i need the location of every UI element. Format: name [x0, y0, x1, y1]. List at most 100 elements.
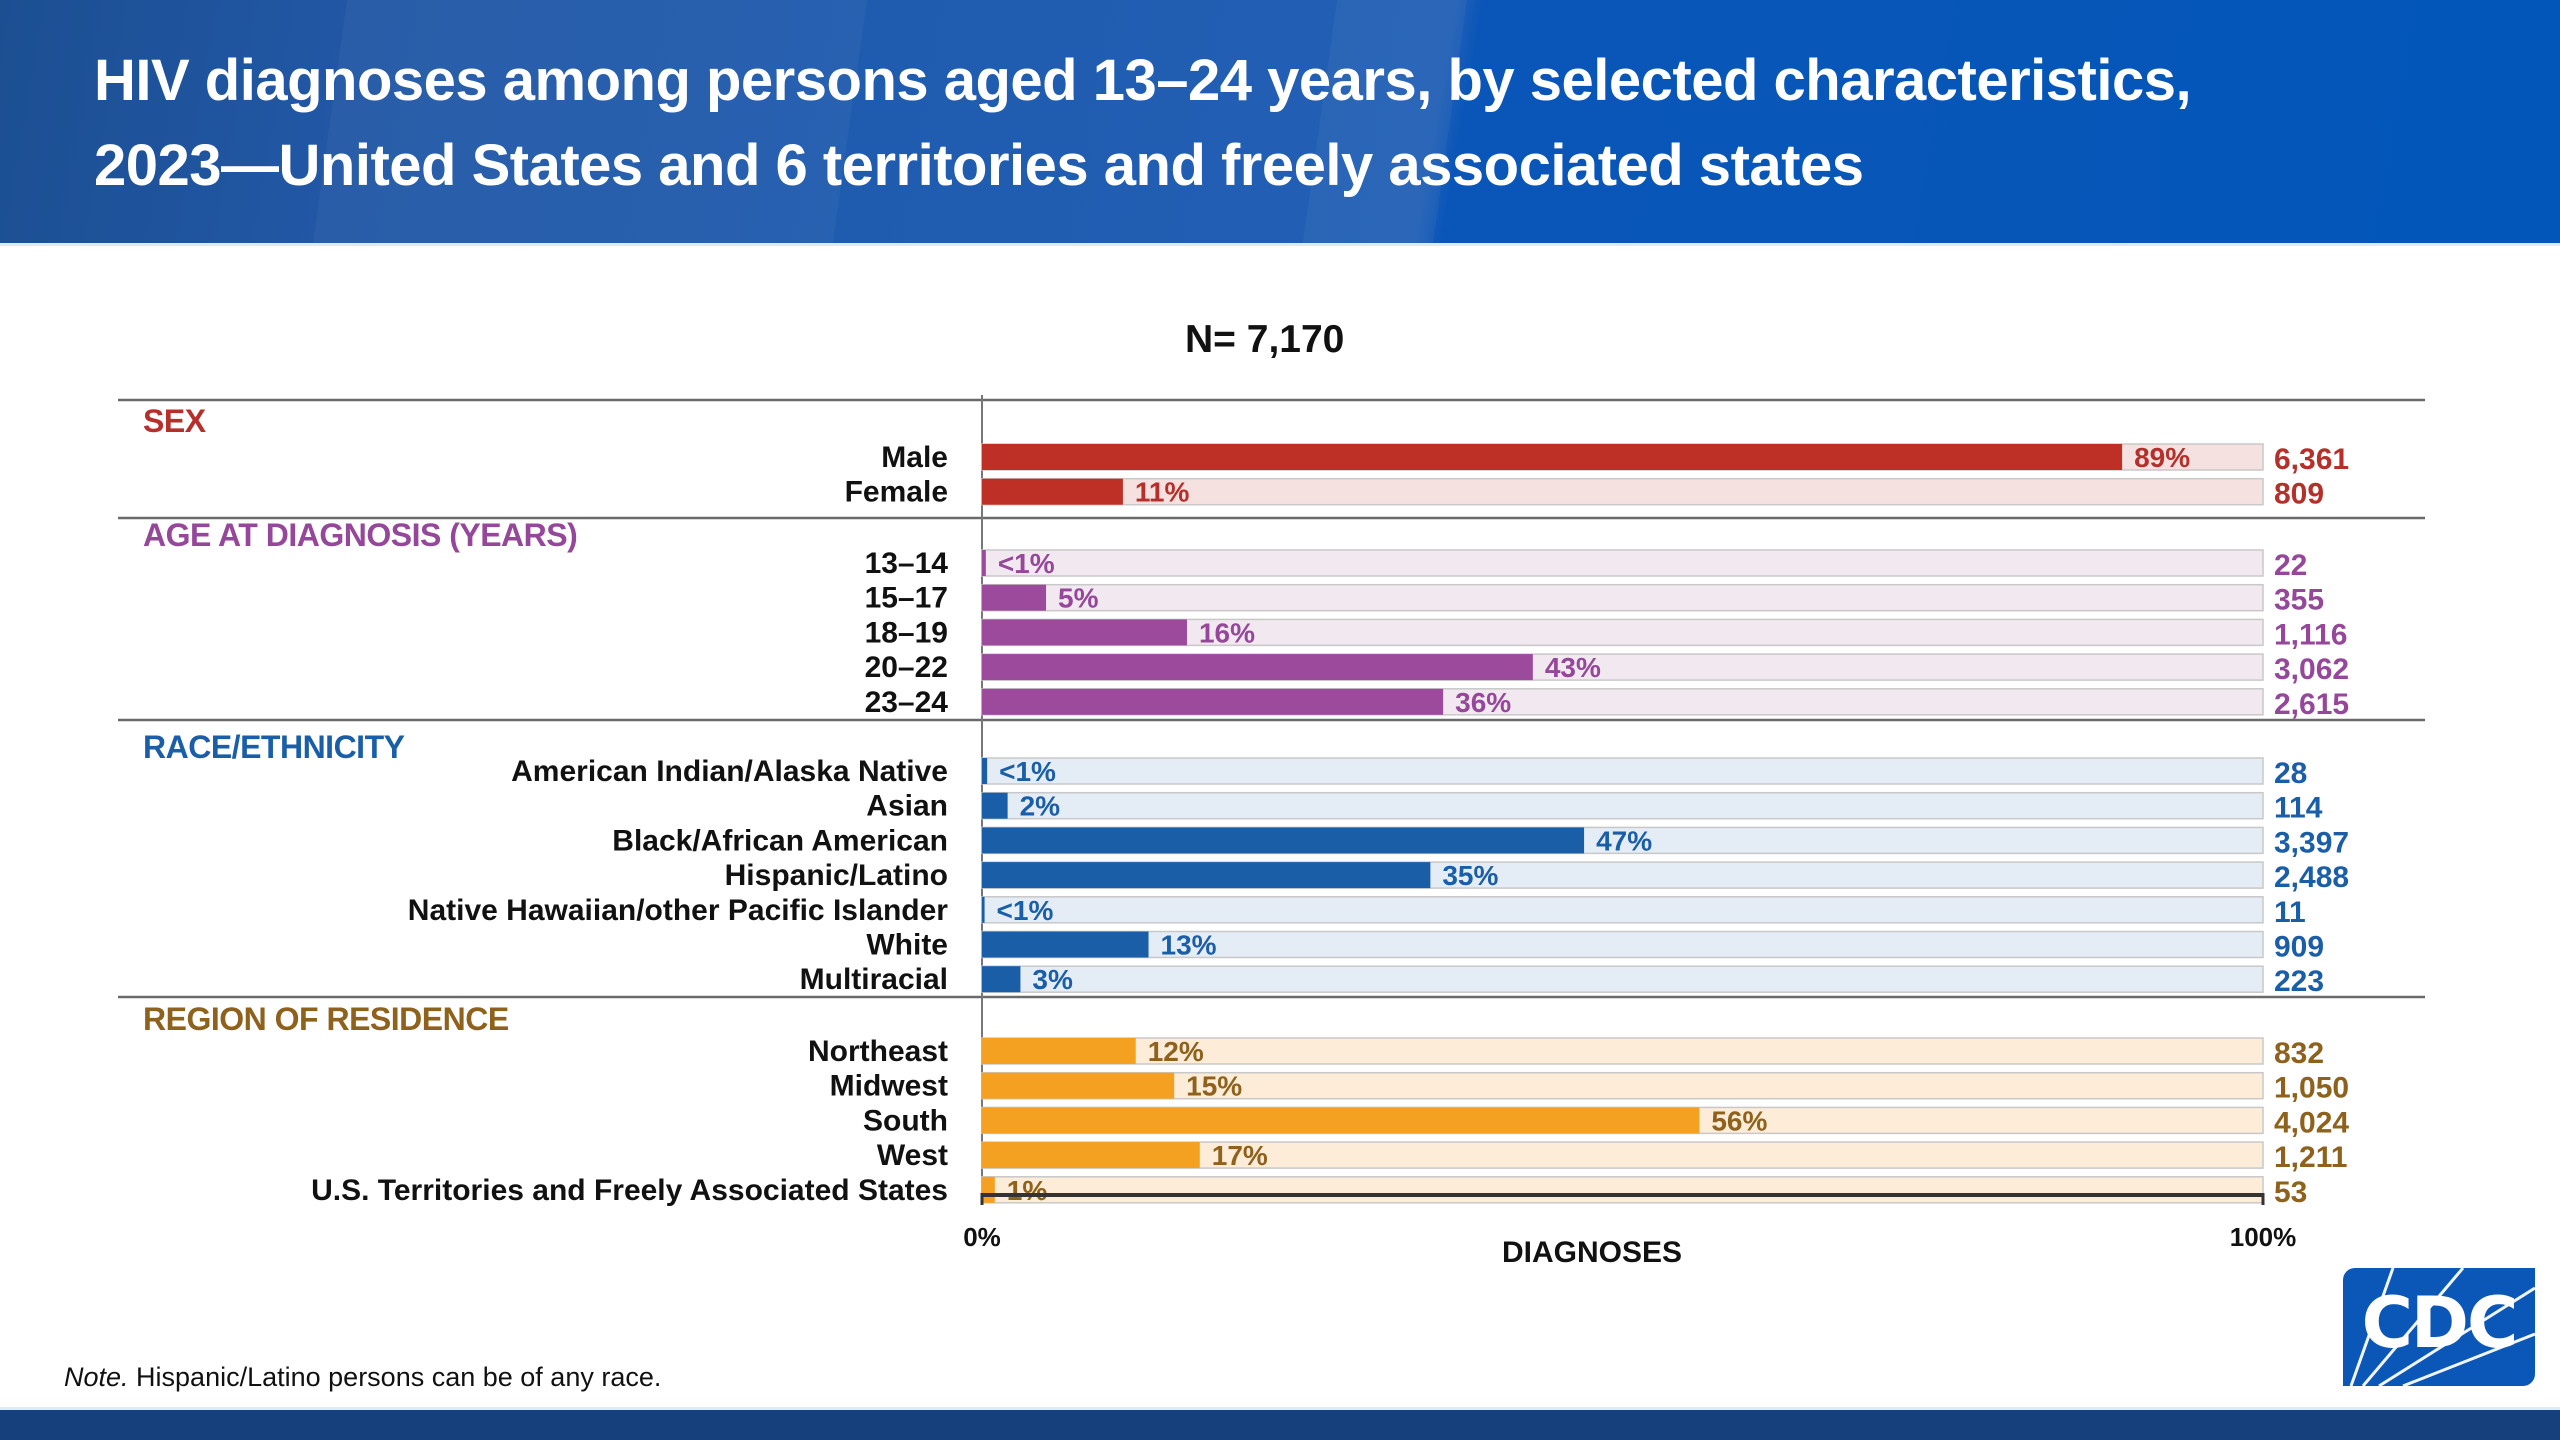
bar-race: [982, 966, 1021, 993]
count-label: 6,361: [2274, 443, 2349, 476]
count-label: 22: [2274, 549, 2307, 582]
count-label: 4,024: [2274, 1106, 2349, 1139]
percent-label: 89%: [2134, 442, 2190, 473]
percent-label: 13%: [1161, 930, 1217, 961]
bar-track: [981, 757, 2264, 785]
category-label: Female: [845, 476, 948, 509]
bar-age: [982, 550, 986, 576]
bar-chart: SEX Male 89% 6,361 Female 11% 809 AGE AT DIAGNO…: [118, 395, 2425, 1269]
bar-track: [981, 930, 2264, 959]
bar-region: [982, 1142, 1200, 1169]
bar-track: [981, 549, 2264, 577]
bar-region: [982, 1072, 1175, 1099]
bar-region: [982, 1107, 1700, 1134]
bar-race: [982, 862, 1431, 889]
category-label: Asian: [866, 790, 948, 823]
x-tick-label: 100%: [2230, 1222, 2297, 1252]
bar-track: [981, 583, 2264, 612]
bar-age: [982, 584, 1047, 611]
count-label: 11: [2274, 896, 2306, 929]
footnote: Note. Hispanic/Latino persons can be of …: [64, 1362, 661, 1393]
count-label: 53: [2274, 1176, 2307, 1209]
bar-race: [982, 758, 988, 784]
count-label: 832: [2274, 1037, 2324, 1070]
bar-track: [981, 1071, 2264, 1100]
bar-track: [981, 791, 2264, 820]
percent-label: 16%: [1199, 617, 1255, 648]
percent-label: 1%: [1007, 1175, 1048, 1206]
percent-label: 11%: [1135, 477, 1190, 508]
footnote-prefix: Note.: [64, 1362, 129, 1392]
category-label: American Indian/Alaska Native: [511, 755, 948, 788]
chart-title: N= 7,170: [1185, 318, 1345, 361]
bar-track: [981, 1037, 2264, 1065]
category-label: South: [863, 1104, 948, 1137]
category-label: West: [877, 1139, 948, 1172]
group-heading-age: AGE AT DIAGNOSIS (YEARS): [143, 517, 577, 553]
count-label: 3,397: [2274, 826, 2349, 859]
percent-label: 2%: [1020, 791, 1061, 822]
cdc-logo: CDC: [2343, 1268, 2535, 1386]
bar-sex: [982, 478, 1123, 505]
count-label: 28: [2274, 757, 2307, 790]
logo-text: CDC: [2361, 1282, 2519, 1364]
category-label: 13–14: [865, 547, 949, 580]
bar-track: [981, 896, 2264, 924]
count-label: 809: [2274, 478, 2324, 511]
bar-race: [982, 931, 1149, 958]
count-label: 1,211: [2274, 1141, 2347, 1174]
percent-label: 17%: [1212, 1140, 1268, 1171]
x-axis-title: DIAGNOSES: [1502, 1236, 1682, 1269]
group-heading-region: REGION OF RESIDENCE: [143, 1001, 509, 1037]
bar-race: [982, 827, 1585, 854]
category-label: Northeast: [808, 1035, 948, 1068]
count-label: 355: [2274, 584, 2324, 617]
category-label: U.S. Territories and Freely Associated S…: [311, 1174, 948, 1207]
category-label: Hispanic/Latino: [725, 859, 948, 892]
footer-bar: [0, 1407, 2560, 1440]
count-label: 223: [2274, 965, 2324, 998]
header-banner: HIV diagnoses among persons aged 13–24 y…: [0, 0, 2560, 243]
category-label: 18–19: [865, 616, 948, 649]
count-label: 909: [2274, 931, 2324, 964]
bar-track: [981, 965, 2264, 993]
bar-age: [982, 688, 1444, 715]
percent-label: 12%: [1148, 1036, 1204, 1067]
percent-label: <1%: [999, 756, 1056, 787]
percent-label: 3%: [1032, 964, 1073, 995]
title-line-1: HIV diagnoses among persons aged 13–24 y…: [94, 48, 2192, 113]
group-heading-race: RACE/ETHNICITY: [143, 729, 405, 765]
category-label: Native Hawaiian/other Pacific Islander: [408, 894, 949, 927]
bar-race: [982, 896, 985, 923]
group-heading-sex: SEX: [143, 403, 207, 439]
category-label: White: [866, 929, 948, 962]
count-label: 2,488: [2274, 861, 2349, 894]
percent-label: 36%: [1455, 687, 1511, 718]
footer-divider: [0, 1407, 2560, 1410]
percent-label: 43%: [1545, 652, 1601, 683]
percent-label: 56%: [1711, 1105, 1767, 1136]
percent-label: <1%: [997, 895, 1054, 926]
count-label: 1,116: [2274, 618, 2347, 651]
bar-sex: [982, 444, 2123, 470]
title-line-2: 2023—United States and 6 territories and…: [94, 133, 1864, 198]
page-title: HIV diagnoses among persons aged 13–24 y…: [94, 38, 2394, 208]
count-label: 1,050: [2274, 1072, 2349, 1105]
category-label: 23–24: [865, 686, 949, 719]
category-label: Multiracial: [800, 963, 948, 996]
bar-track: [981, 618, 2264, 647]
bar-age: [982, 654, 1533, 681]
percent-label: 15%: [1186, 1071, 1242, 1102]
percent-label: 47%: [1596, 825, 1652, 856]
category-label: 15–17: [865, 582, 948, 615]
bar-region: [982, 1038, 1136, 1064]
bar-age: [982, 619, 1187, 646]
percent-label: 35%: [1442, 860, 1498, 891]
category-label: Midwest: [830, 1070, 948, 1103]
percent-label: <1%: [998, 548, 1055, 579]
logo-rays-icon: [2349, 1268, 2535, 1386]
header-divider: [0, 243, 2560, 246]
count-label: 3,062: [2274, 653, 2349, 686]
count-label: 114: [2274, 792, 2323, 825]
category-label: 20–22: [865, 651, 948, 684]
